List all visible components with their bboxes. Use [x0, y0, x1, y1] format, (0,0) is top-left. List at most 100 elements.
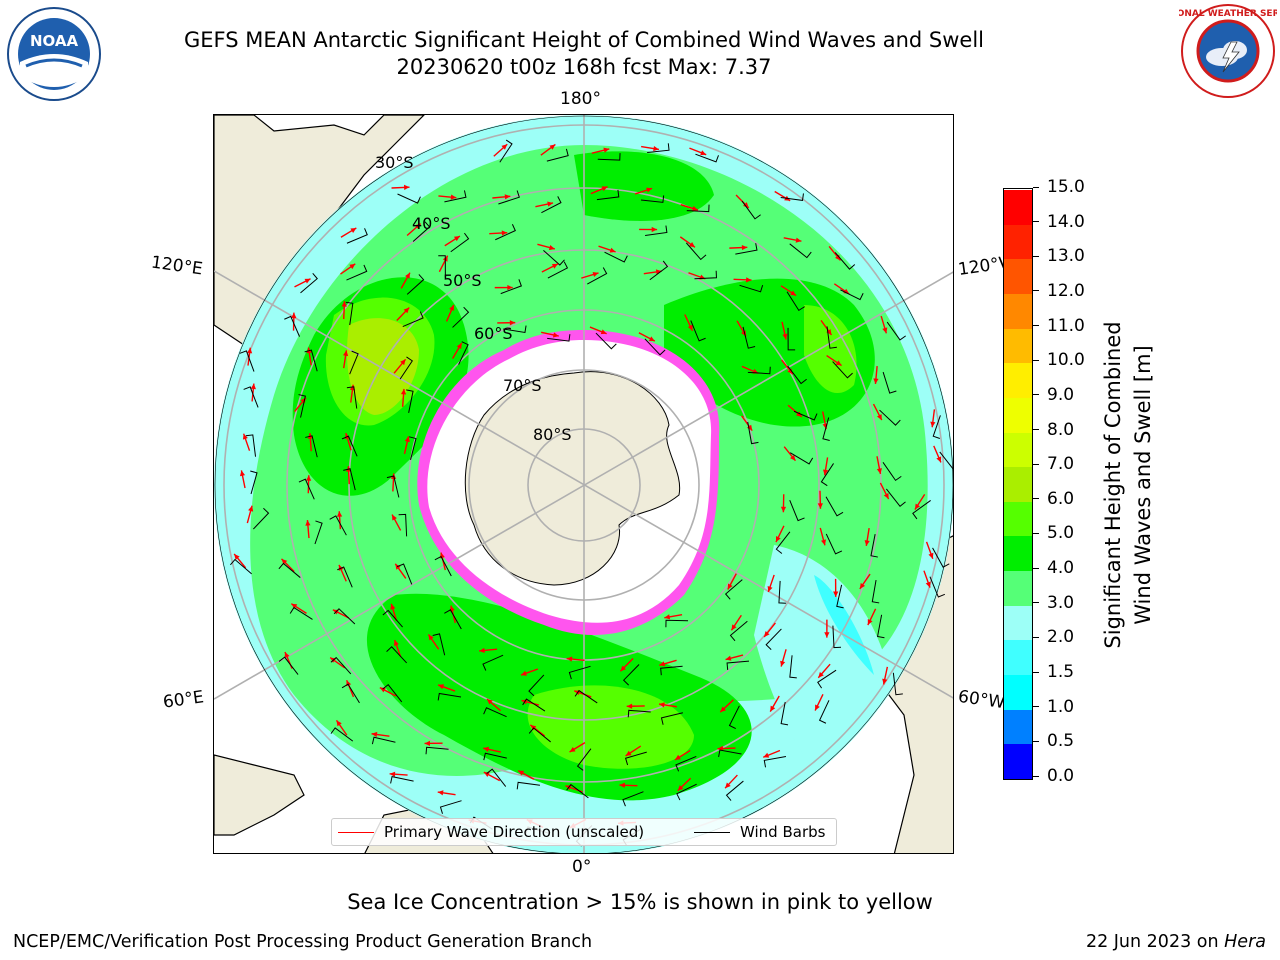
wave-arrow-head [651, 226, 658, 233]
wave-arrow-head [547, 201, 554, 207]
wind-barb [627, 709, 651, 718]
wave-arrow-head [764, 631, 770, 637]
noaa-logo: NOAA [7, 7, 101, 101]
wave-arrow-head [725, 782, 731, 789]
wave-arrow-head [727, 583, 733, 590]
wind-barb [597, 153, 621, 161]
wind-barb [886, 321, 906, 341]
wind-barb [278, 562, 301, 578]
wave-arrow-head [835, 254, 841, 261]
wind-barb [726, 660, 750, 670]
wind-barb [879, 409, 901, 426]
wave-arrow-head [646, 187, 653, 193]
legend-item-wave-direction: Primary Wave Direction (unscaled) [338, 823, 644, 841]
wind-barb [747, 421, 759, 445]
wave-arrow-head [717, 745, 724, 752]
wind-barb [775, 531, 791, 554]
nws-logo: NATIONAL WEATHER SERVICE [1179, 4, 1277, 98]
colorbar-segment [1004, 397, 1032, 433]
wave-arrow-head [815, 704, 820, 711]
wind-barb [305, 435, 318, 458]
wave-arrow-head [864, 540, 870, 546]
wind-barb [787, 365, 807, 385]
wave-arrow-head [795, 237, 802, 243]
credit-date: 22 Jun 2023 on [1085, 932, 1225, 952]
wave-arrow-head [659, 661, 666, 667]
wave-arrow-head [239, 470, 246, 477]
credit-right: 22 Jun 2023 on Hera [1086, 932, 1266, 952]
wave-arrow-head [817, 503, 823, 509]
wind-barb [566, 783, 589, 799]
wind-barb [289, 606, 313, 620]
africa-landmass [214, 754, 305, 836]
wind-barb [483, 752, 507, 761]
wave-arrow-head [379, 687, 386, 693]
wave-arrow-head [247, 347, 253, 354]
wave-arrow-head [600, 329, 607, 335]
wind-barb [747, 366, 771, 375]
wind-barb [298, 394, 306, 418]
wind-barb [346, 228, 368, 244]
map-boundary [214, 115, 953, 853]
colorbar-segment [1004, 639, 1032, 676]
wave-arrow-head [248, 505, 254, 512]
wave-arrow-head [741, 244, 748, 251]
wind-barb [541, 196, 562, 214]
wave-arrow-head [403, 184, 410, 191]
wave-arrow-head [914, 503, 921, 510]
noaa-logo-text: NOAA [30, 32, 79, 50]
wind-barb [412, 221, 431, 242]
wind-barb [438, 255, 446, 278]
wave-arrow-head [619, 782, 625, 788]
wind-barb [314, 520, 323, 545]
wave-arrow-head [306, 475, 312, 481]
wind-barb [870, 534, 878, 558]
wind-barb [386, 475, 400, 498]
sea-ice-note: Sea Ice Concentration > 15% is shown in … [347, 890, 933, 914]
wind-barb [820, 463, 834, 487]
colorbar-segment [1004, 674, 1032, 710]
wind-barb [568, 665, 591, 680]
wind-barb [932, 415, 941, 439]
wind-barb [912, 500, 931, 520]
legend-item-wind-barbs: Wind Barbs [694, 823, 825, 841]
wave-arrow-head [341, 301, 347, 307]
wind-barb [882, 371, 897, 394]
wave-arrow-head [609, 247, 616, 253]
colorbar-tick-label: 4.0 [1033, 558, 1074, 578]
wind-barb [330, 727, 354, 742]
colorbar-tick-label: 14.0 [1033, 212, 1085, 232]
wave-arrow-head [566, 656, 573, 662]
wave-arrow-head [780, 506, 787, 513]
wind-barb [434, 555, 452, 577]
wave-arrow-head [824, 632, 830, 638]
wave-arrow-head [820, 539, 827, 546]
wind-barb [382, 609, 403, 628]
wave-arrow-head [483, 772, 490, 777]
wind-barb [836, 584, 844, 609]
wave-arrow-head [692, 205, 698, 211]
region-6-7m-west [346, 318, 419, 415]
wave-arrow-head [689, 242, 695, 248]
wind-barb [483, 707, 507, 718]
wind-barb [741, 200, 761, 220]
wind-barb [695, 153, 719, 163]
lat-label-50s: 50°S [443, 271, 482, 290]
lat-label-70s: 70°S [503, 376, 542, 395]
wave-arrow-head [350, 227, 357, 233]
wind-barb [300, 272, 318, 294]
colorbar-tick-label: 10.0 [1033, 350, 1085, 370]
wave-arrow-head [393, 639, 399, 646]
wave-arrow-head [833, 591, 839, 597]
colorbar-segment [1004, 501, 1032, 537]
wave-arrow-head [930, 421, 936, 428]
wind-barb [825, 496, 844, 517]
wind-barb [304, 349, 318, 372]
wind-barb [826, 326, 837, 349]
wave-arrow-head [456, 343, 462, 350]
region-5-6m-east [804, 305, 857, 394]
wind-barb [547, 334, 571, 342]
wind-barb [595, 332, 617, 350]
wind-barb [725, 780, 744, 801]
wave-arrow-head [437, 790, 444, 796]
